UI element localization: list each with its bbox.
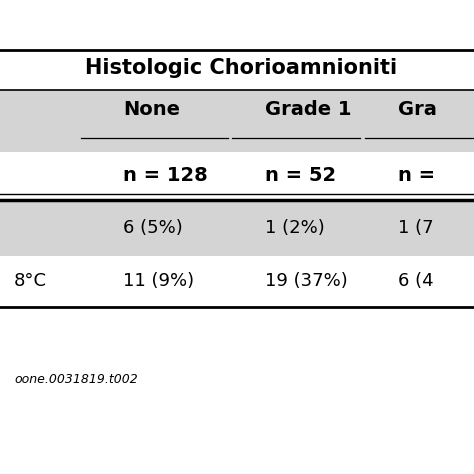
Text: 19 (37%): 19 (37%): [265, 272, 348, 290]
Text: 1 (7: 1 (7: [398, 219, 434, 237]
Text: Gra: Gra: [398, 100, 437, 119]
Text: n =: n =: [398, 166, 435, 185]
Bar: [0, 200, 474, 256]
Text: 11 (9%): 11 (9%): [123, 272, 194, 290]
Text: 6 (4: 6 (4: [398, 272, 434, 290]
Bar: [0, 90, 474, 152]
Text: 6 (5%): 6 (5%): [123, 219, 183, 237]
Text: 8°C: 8°C: [14, 272, 47, 290]
Text: n = 128: n = 128: [123, 166, 208, 185]
Text: 1 (2%): 1 (2%): [265, 219, 325, 237]
Text: None: None: [123, 100, 180, 119]
Text: n = 52: n = 52: [265, 166, 337, 185]
Text: oone.0031819.t002: oone.0031819.t002: [14, 373, 138, 386]
Text: Grade 1: Grade 1: [265, 100, 352, 119]
Text: Histologic Chorioamnioniti: Histologic Chorioamnioniti: [85, 57, 397, 78]
